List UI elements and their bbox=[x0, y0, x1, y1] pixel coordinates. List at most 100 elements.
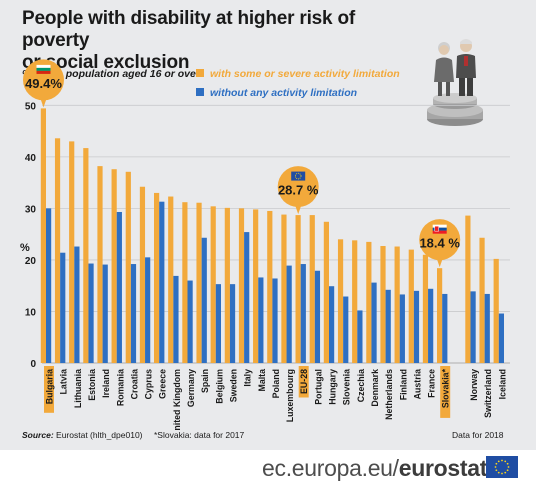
bar-with-limitation bbox=[337, 239, 344, 363]
source-label: Source: bbox=[22, 430, 54, 440]
bar-with-limitation bbox=[465, 215, 471, 363]
x-tick-label: Germany bbox=[186, 369, 196, 407]
x-tick-label: Norway bbox=[469, 369, 479, 401]
x-tick-label-group: Norway bbox=[469, 369, 479, 401]
eu-star bbox=[497, 460, 500, 463]
x-tick-label-group: Cyprus bbox=[144, 369, 154, 399]
eu-star bbox=[501, 459, 503, 462]
bar-without-limitation bbox=[145, 257, 151, 363]
title-line-1: People with disability at higher risk of… bbox=[22, 8, 356, 51]
x-tick-label: Sweden bbox=[228, 369, 238, 402]
bar-with-limitation bbox=[168, 196, 174, 363]
callout-value: 18.4 % bbox=[419, 236, 460, 251]
x-tick-label: Czechia bbox=[356, 369, 366, 402]
eu-star bbox=[501, 472, 503, 475]
highlight-label-bg bbox=[440, 366, 451, 418]
title-line-2: or social exclusion bbox=[22, 52, 190, 73]
bar-without-limitation bbox=[413, 290, 420, 363]
x-tick-label: EU-28 bbox=[299, 369, 309, 394]
x-tick-label-group: Ireland bbox=[101, 369, 111, 398]
legend-label-without-limitation: without any activity limitation bbox=[210, 87, 358, 99]
eu-star bbox=[497, 471, 500, 474]
x-tick-label: Latvia bbox=[59, 369, 69, 395]
y-tick-label: 50 bbox=[25, 101, 37, 112]
source-text: Eurostat (hlth_dpe010) bbox=[56, 430, 143, 440]
x-tick-label-group: Greece bbox=[158, 369, 168, 399]
bar-with-limitation bbox=[493, 258, 499, 363]
bar-with-limitation bbox=[422, 254, 429, 363]
eu-star bbox=[506, 462, 509, 465]
eu-flag-icon bbox=[291, 171, 306, 181]
x-tick-label-group: Bulgaria bbox=[44, 366, 55, 413]
bar-with-limitation bbox=[40, 108, 46, 364]
bar-without-limitation bbox=[286, 265, 292, 363]
callout-bubble bbox=[419, 219, 461, 261]
x-tick-label-group: Latvia bbox=[59, 369, 69, 395]
bar-with-limitation bbox=[479, 237, 485, 363]
footer-brand-name: eurostat bbox=[398, 455, 488, 481]
bar-with-limitation bbox=[196, 202, 202, 363]
x-tick-label-group: EU-28 bbox=[298, 366, 309, 398]
x-tick-label-group: Belgium bbox=[214, 369, 224, 404]
bar-with-limitation bbox=[54, 138, 61, 363]
bar-without-limitation bbox=[399, 294, 405, 363]
bar-with-limitation bbox=[309, 215, 315, 363]
callout-bubble bbox=[277, 166, 319, 208]
bar-without-limitation bbox=[60, 252, 66, 363]
bar-without-limitation bbox=[229, 284, 236, 363]
eu-star bbox=[507, 466, 510, 468]
legend-swatch-blue bbox=[196, 88, 204, 96]
y-tick-label: 30 bbox=[25, 204, 37, 215]
bar-with-limitation bbox=[323, 221, 329, 363]
x-tick-label-group: Malta bbox=[257, 369, 267, 392]
x-tick-label: Estonia bbox=[87, 369, 97, 401]
x-tick-label: Malta bbox=[257, 369, 267, 392]
x-tick-label-group: Germany bbox=[186, 369, 196, 407]
x-tick-label: Austria bbox=[412, 369, 422, 399]
x-tick-label: Italy bbox=[243, 369, 253, 387]
x-tick-label-group: Finland bbox=[398, 369, 408, 400]
x-tick-label: France bbox=[427, 369, 437, 398]
x-tick-label: Romania bbox=[115, 369, 125, 406]
bar-without-limitation bbox=[357, 310, 363, 363]
footer-brand[interactable]: ec.europa.eu/eurostat bbox=[262, 455, 487, 482]
x-tick-label-group: Croatia bbox=[129, 369, 139, 399]
x-tick-label-group: Iceland bbox=[497, 369, 507, 399]
x-tick-label: Portugal bbox=[313, 369, 323, 405]
eu-star bbox=[494, 466, 497, 468]
x-tick-label-group: Poland bbox=[271, 369, 281, 398]
x-tick-label-group: Switzerland bbox=[483, 369, 493, 418]
legend-label-with-limitation: with some or severe activity limitation bbox=[210, 68, 400, 80]
highlight-label-bg bbox=[298, 366, 309, 398]
x-tick-label: Slovenia bbox=[342, 369, 352, 405]
x-tick-label: Cyprus bbox=[144, 369, 154, 399]
callout-bubble bbox=[23, 59, 64, 101]
bar-without-limitation bbox=[272, 278, 278, 363]
bar-with-limitation bbox=[97, 166, 103, 363]
bar-with-limitation bbox=[111, 169, 117, 363]
eu-star bbox=[495, 469, 498, 472]
bar-without-limitation bbox=[130, 264, 137, 363]
bar-without-limitation bbox=[244, 232, 250, 363]
x-tick-label: Poland bbox=[271, 369, 281, 398]
bar-with-limitation bbox=[437, 268, 443, 363]
source-note: Source: Eurostat (hlth_dpe010) bbox=[22, 430, 143, 440]
y-tick-label: 20 bbox=[25, 256, 37, 267]
bar-without-limitation bbox=[88, 263, 94, 363]
eu-star bbox=[506, 469, 509, 472]
bar-with-limitation bbox=[295, 215, 301, 363]
x-tick-label-group: Romania bbox=[115, 369, 125, 406]
chart-title: People with disability at higher risk of… bbox=[22, 8, 402, 74]
bar-with-limitation bbox=[210, 206, 216, 363]
x-tick-label: Ireland bbox=[101, 369, 111, 398]
bar-with-limitation bbox=[182, 202, 188, 363]
x-tick-label-group: Portugal bbox=[313, 369, 323, 405]
bar-with-limitation bbox=[408, 249, 414, 363]
bulgaria-flag-icon bbox=[36, 64, 51, 74]
bar-without-limitation bbox=[215, 284, 221, 363]
y-axis-label: % bbox=[20, 242, 30, 254]
eu-flag-icon bbox=[486, 456, 518, 478]
x-tick-label-group: Spain bbox=[200, 369, 210, 393]
legend-swatch-orange bbox=[196, 69, 204, 77]
footer-domain: ec.europa.eu/ bbox=[262, 455, 399, 481]
